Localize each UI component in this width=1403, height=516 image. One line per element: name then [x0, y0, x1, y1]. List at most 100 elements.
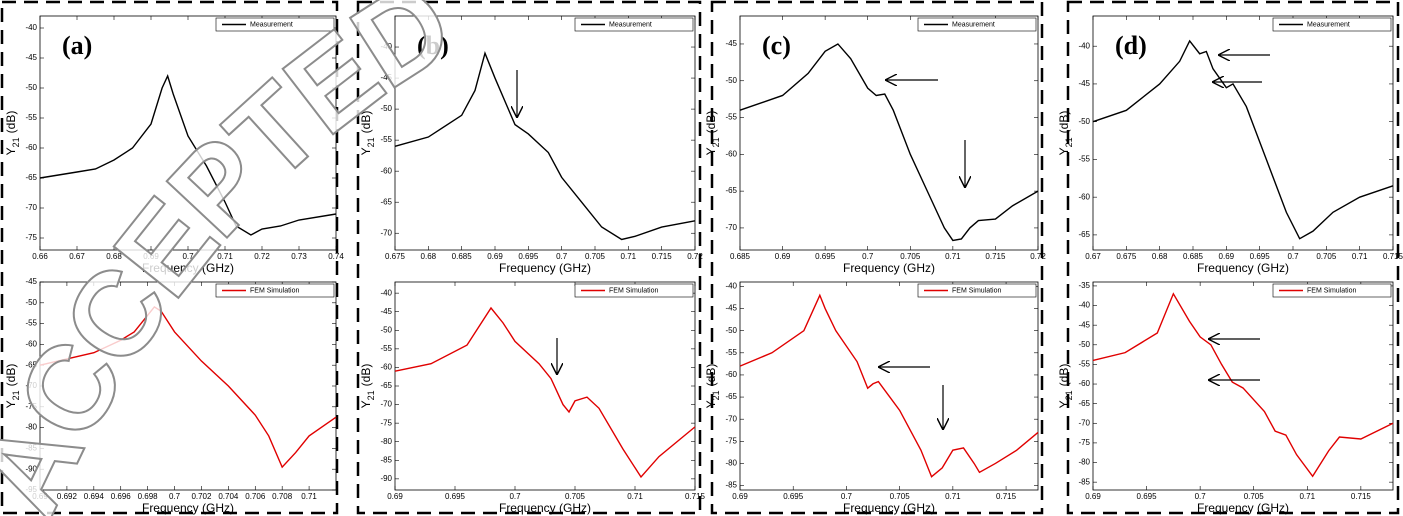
- y-axis-label-part: Y: [4, 400, 18, 408]
- x-tick-label: 0.702: [191, 492, 212, 501]
- panel-frame: [710, 0, 1044, 515]
- y-tick-label: -65: [1078, 230, 1090, 239]
- y-axis-label: Y21 (dB): [359, 111, 376, 156]
- y-tick-label: -50: [25, 83, 37, 92]
- y-tick-label: -75: [25, 233, 37, 242]
- y-tick-label: -40: [380, 288, 392, 297]
- y-axis-label-part: (dB): [4, 364, 18, 387]
- y-tick-label: -40: [380, 42, 392, 51]
- y-axis-label: Y21 (dB): [4, 364, 21, 409]
- y-tick-label: -45: [25, 53, 37, 62]
- y-tick-label: -50: [380, 325, 392, 334]
- x-tick-label: 0.695: [1137, 492, 1158, 501]
- y-tick-label: -45: [725, 304, 737, 313]
- legend-box: [215, 17, 335, 32]
- y-tick-label: -60: [25, 143, 37, 152]
- y-tick-label: -70: [25, 203, 37, 212]
- y-axis-label-part: (dB): [704, 364, 718, 387]
- x-tick-label: 0.692: [57, 492, 78, 501]
- y-tick-label: -50: [725, 326, 737, 335]
- x-tick-label: 0.705: [900, 252, 921, 261]
- plot: 0.69 0.692 0.694 0.696 0.698 0.7 0.702 0.704 0.7…: [4, 277, 337, 515]
- y-tick-label: -85: [725, 481, 737, 490]
- y-tick-label: -75: [1078, 438, 1090, 447]
- y-tick-label: -85: [1078, 477, 1090, 486]
- y-tick-label: -80: [25, 423, 37, 432]
- panel-label: (d): [1115, 31, 1147, 60]
- y-tick-label: -55: [380, 344, 392, 353]
- y-tick-label: -60: [725, 149, 737, 158]
- panel-frame: [356, 0, 702, 515]
- y-tick-label: -50: [725, 76, 737, 85]
- x-tick-label: 0.675: [385, 252, 406, 261]
- x-tick-label: 0.685: [1183, 252, 1204, 261]
- x-tick-label: 0.71: [217, 252, 233, 261]
- legend-label: FEM Simulation: [1307, 287, 1357, 294]
- x-tick-label: 0.715: [685, 492, 706, 501]
- y-tick-label: -45: [25, 277, 37, 286]
- y-tick-label: -80: [725, 459, 737, 468]
- y-tick-label: -65: [380, 381, 392, 390]
- x-tick-label: 0.694: [84, 492, 105, 501]
- x-axis-label: Frequency (GHz): [142, 261, 234, 275]
- legend-label: Measurement: [952, 21, 995, 28]
- legend-box: [1272, 283, 1392, 298]
- x-tick-label: 0.7: [1195, 492, 1207, 501]
- data-line: [39, 306, 337, 469]
- x-tick-label: 0.69: [143, 252, 159, 261]
- y-tick-label: -65: [380, 197, 392, 206]
- y-tick-label: -60: [1078, 379, 1090, 388]
- x-tick-label: 0.69: [732, 492, 748, 501]
- x-tick-label: 0.71: [945, 492, 961, 501]
- y-axis-label-part: 21: [11, 137, 21, 147]
- data-line: [1092, 39, 1394, 240]
- y-axis-label-part: (dB): [704, 111, 718, 134]
- x-tick-label: 0.695: [518, 252, 539, 261]
- x-tick-label: 0.675: [1116, 252, 1137, 261]
- x-tick-label: 0.715: [985, 252, 1006, 261]
- x-tick-label: 0.7: [556, 252, 568, 261]
- y-tick-label: -40: [1078, 301, 1090, 310]
- y-tick-label: -75: [25, 402, 37, 411]
- legend-label: Measurement: [1307, 21, 1350, 28]
- x-tick-label: 0.695: [1250, 252, 1271, 261]
- y-tick-label: -45: [380, 73, 392, 82]
- y-tick-label: -85: [380, 455, 392, 464]
- plot: 0.69 0.695 0.7 0.705 0.71 0.715 -40 -45 -50 -55 -6…: [359, 281, 706, 515]
- x-tick-label: 0.71: [301, 492, 317, 501]
- y-tick-label: -45: [380, 307, 392, 316]
- x-tick-label: 0.67: [69, 252, 85, 261]
- y-tick-label: -55: [380, 135, 392, 144]
- y-tick-label: -40: [25, 23, 37, 32]
- y-axis-label-part: (dB): [359, 111, 373, 134]
- legend-box: [917, 283, 1037, 298]
- y-tick-label: -85: [25, 444, 37, 453]
- x-tick-label: 0.69: [387, 492, 403, 501]
- x-tick-label: 0.695: [445, 492, 466, 501]
- x-tick-label: 0.705: [1244, 492, 1265, 501]
- x-tick-label: 0.71: [627, 492, 643, 501]
- plot: 0.675 0.68 0.685 0.69 0.695 0.7 0.705 0.71 0.715…: [359, 15, 703, 275]
- x-axis-label: Frequency (GHz): [142, 501, 234, 515]
- x-tick-label: 0.695: [783, 492, 804, 501]
- y-axis-label-part: (dB): [4, 111, 18, 134]
- y-tick-label: -95: [25, 485, 37, 494]
- x-tick-label: 0.68: [1152, 252, 1168, 261]
- x-tick-label: 0.69: [1219, 252, 1235, 261]
- x-tick-label: 0.7: [182, 252, 194, 261]
- x-tick-label: 0.698: [138, 492, 159, 501]
- y-tick-label: -90: [25, 464, 37, 473]
- x-tick-label: 0.71: [945, 252, 961, 261]
- plot: 0.69 0.695 0.7 0.705 0.71 0.715 -40 -45 -50 -55 -6…: [704, 282, 1039, 515]
- x-tick-label: 0.67: [1085, 252, 1101, 261]
- y-tick-label: -70: [380, 228, 392, 237]
- y-axis-label-part: (dB): [1057, 111, 1071, 134]
- data-line: [739, 293, 1039, 478]
- data-line: [739, 43, 1039, 242]
- x-tick-label: 0.7: [169, 492, 181, 501]
- y-axis-label: Y21 (dB): [704, 364, 721, 409]
- y-axis-label-part: Y: [704, 400, 718, 408]
- plot-frame: [394, 281, 696, 491]
- plot-frame: [1092, 281, 1394, 491]
